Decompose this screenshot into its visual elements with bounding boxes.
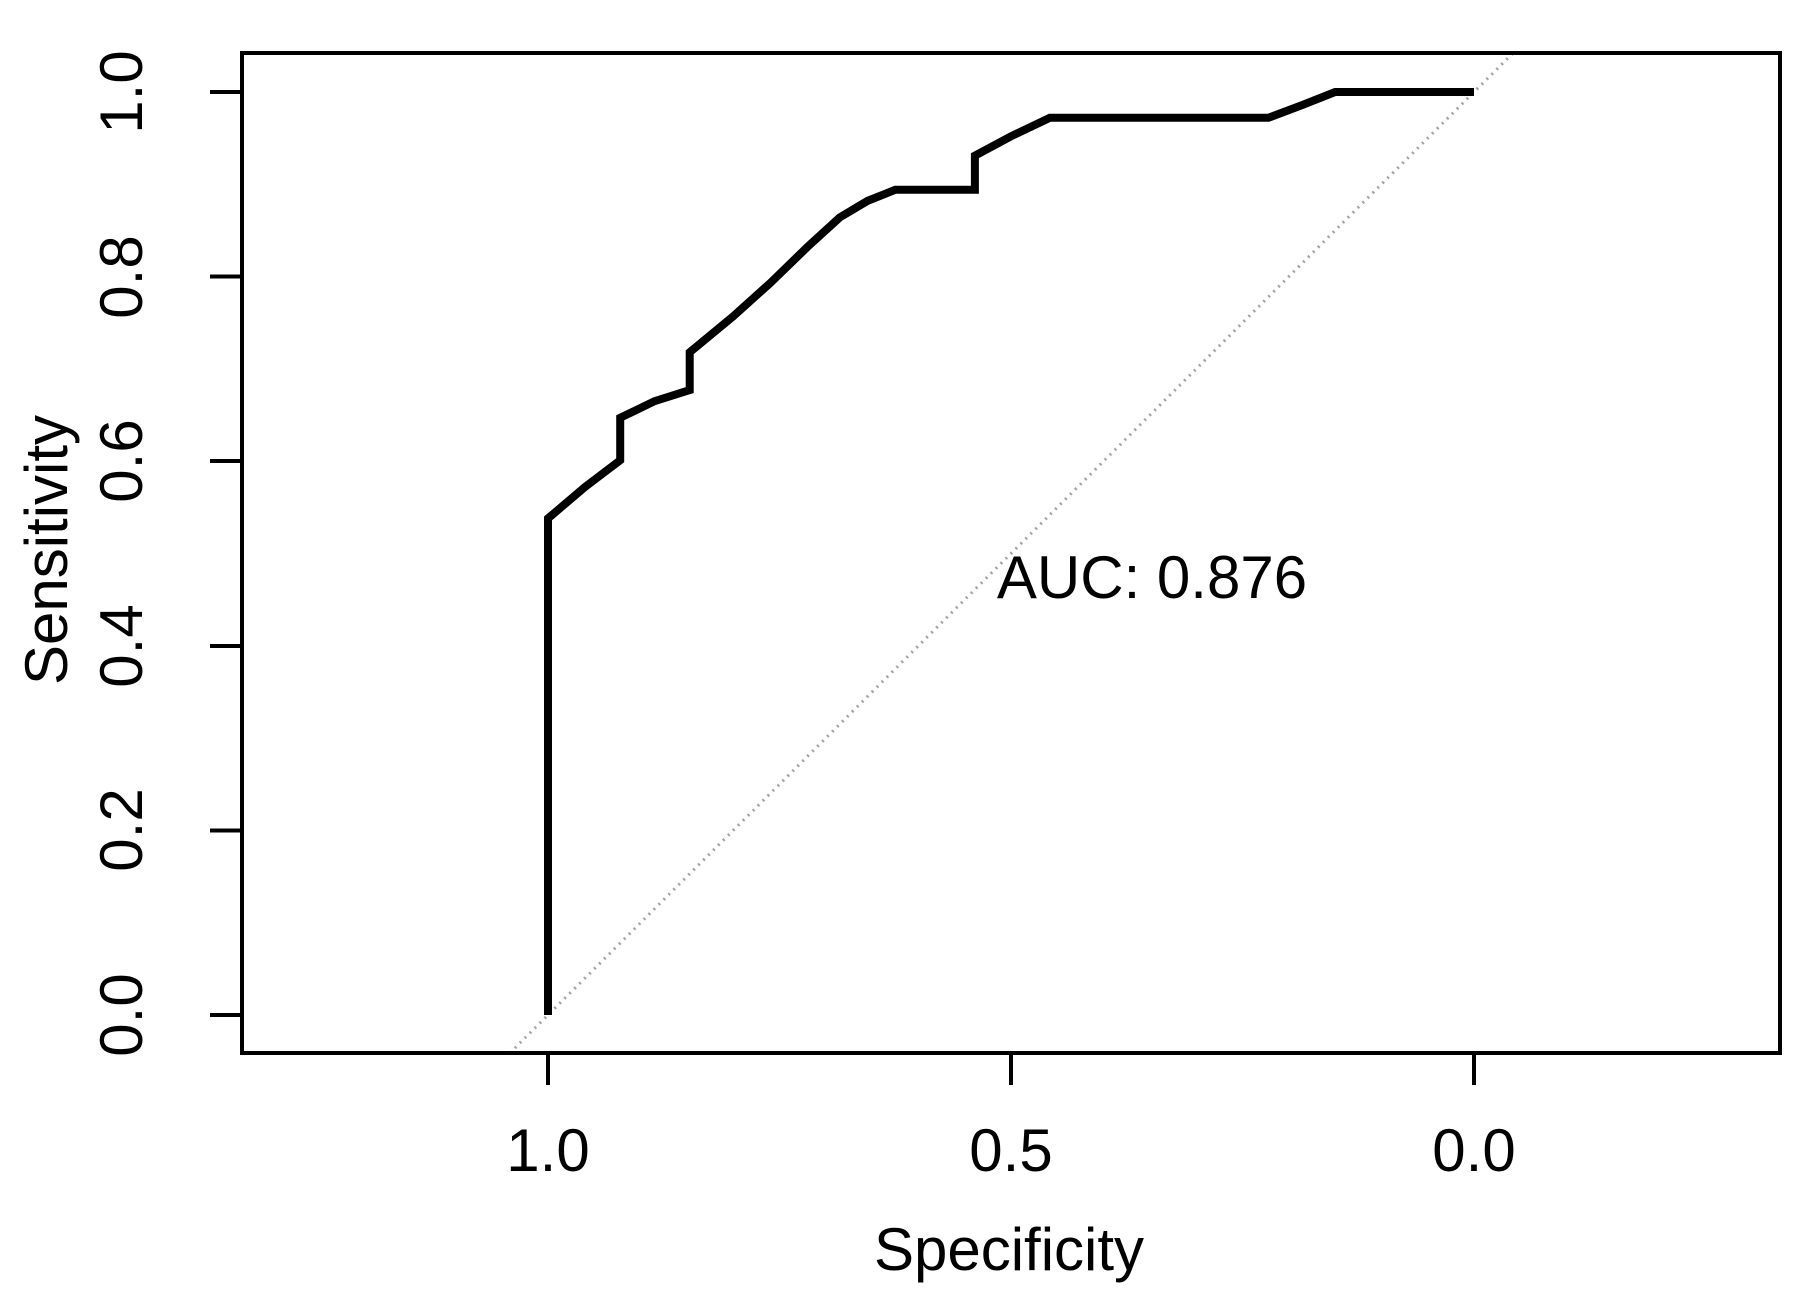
roc-curve-line [544, 88, 1474, 1015]
chance-diagonal-line [508, 51, 1515, 1055]
y-tick-label: 0.6 [88, 419, 155, 503]
axis-tick-marks [210, 90, 1476, 1085]
roc-curve [544, 88, 1474, 1015]
x-tick-label: 0.0 [1432, 1117, 1516, 1184]
y-tick-label: 0.2 [88, 788, 155, 873]
y-tick-label: 1.0 [88, 50, 155, 134]
y-axis-title: Sensitivity [13, 414, 80, 686]
y-tick-label: 0.4 [88, 604, 155, 688]
x-tick-label: 0.5 [969, 1117, 1053, 1184]
x-tick-label: 1.0 [506, 1117, 590, 1184]
y-tick-label: 0.8 [88, 234, 155, 319]
auc-annotation: AUC: 0.876 [996, 544, 1308, 611]
y-tick-label: 0.0 [88, 973, 155, 1057]
x-axis-title: Specificity [873, 1216, 1145, 1283]
chance-diagonal [508, 51, 1515, 1055]
